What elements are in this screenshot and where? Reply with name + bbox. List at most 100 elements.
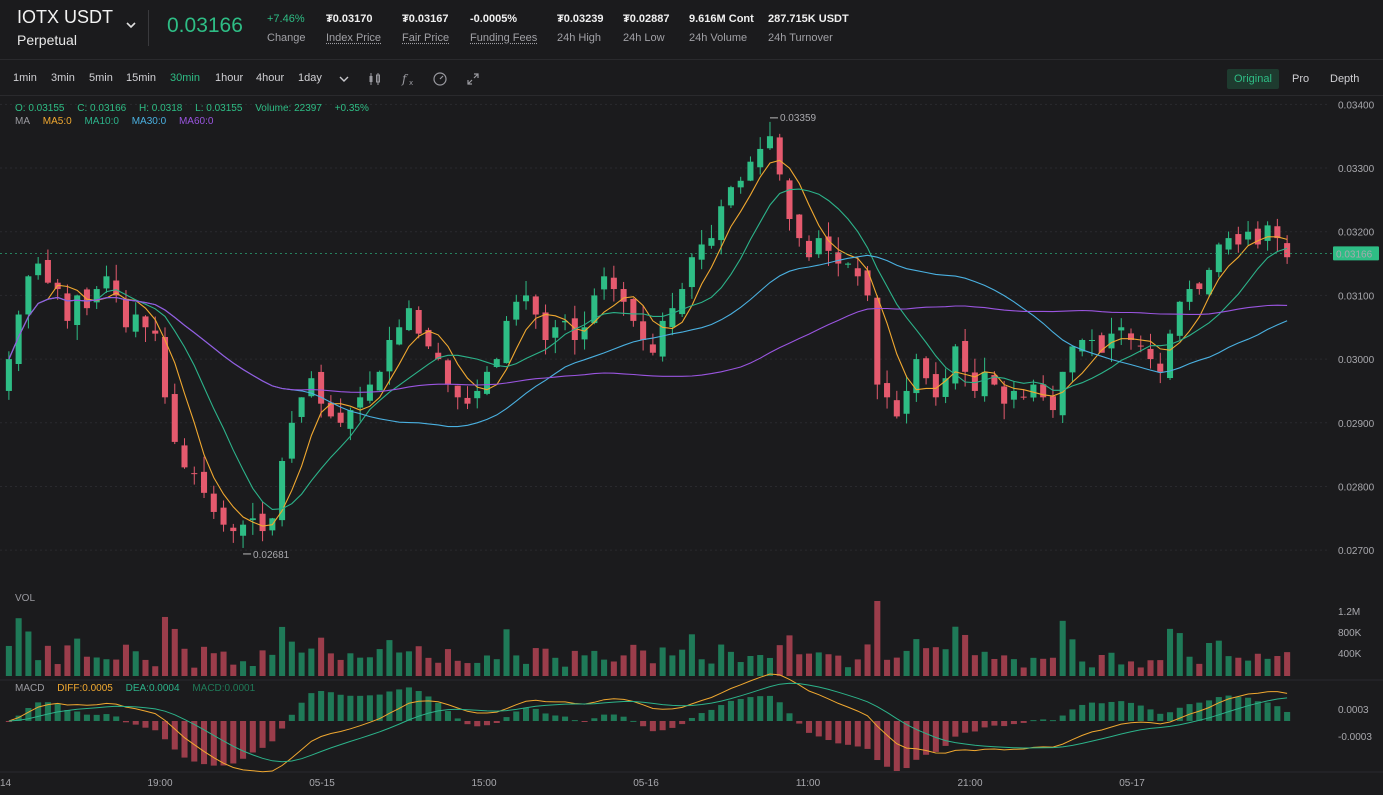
- price-tick-label: 0.03100: [1338, 291, 1375, 302]
- macd-bar: [93, 714, 100, 721]
- macd-bar: [766, 695, 773, 721]
- stat-value: 9.616M Cont: [689, 13, 754, 25]
- view-pro[interactable]: Pro: [1292, 73, 1310, 85]
- volume-bar: [483, 655, 491, 676]
- candle-body: [5, 359, 12, 391]
- macd-bar: [708, 709, 715, 721]
- candle-body: [845, 263, 852, 265]
- timeframe-3min[interactable]: 3min: [51, 72, 75, 84]
- function-icon[interactable]: f x: [400, 71, 416, 87]
- stat-fair-price[interactable]: ₮0.03167 Fair Price: [402, 13, 449, 44]
- candle-body: [1274, 226, 1281, 239]
- macd-bar: [161, 721, 169, 740]
- price-tick-label: 0.02800: [1338, 482, 1375, 493]
- timeframe-1day[interactable]: 1day: [298, 72, 322, 84]
- candle-body: [279, 461, 286, 521]
- timeframe-30min[interactable]: 30min: [170, 72, 200, 84]
- expand-icon[interactable]: [465, 71, 481, 87]
- stat-funding-fees[interactable]: -0.0005% Funding Fees: [470, 13, 537, 44]
- chevron-down-icon[interactable]: [124, 18, 138, 32]
- macd-bar: [25, 707, 32, 721]
- volume-bar: [93, 657, 100, 676]
- vol-label: VOL: [15, 593, 36, 604]
- macd-bar: [191, 721, 198, 762]
- candle-body: [737, 180, 744, 188]
- symbol-block[interactable]: IOTX USDT Perpetual: [17, 7, 113, 48]
- price-tick-label: 0.03000: [1338, 355, 1375, 366]
- volume-bar: [727, 651, 734, 676]
- macd-bar: [796, 721, 803, 724]
- view-original[interactable]: Original: [1227, 69, 1279, 89]
- volume-bar: [640, 650, 647, 676]
- volume-bar: [1001, 655, 1008, 676]
- candle-body: [1235, 234, 1242, 245]
- stat-label: Index Price: [326, 32, 382, 44]
- macd-bar: [864, 721, 871, 749]
- view-depth[interactable]: Depth: [1330, 73, 1360, 85]
- candle-body: [1040, 384, 1047, 398]
- time-tick-label: 05-17: [1119, 778, 1145, 789]
- timeframe-1hour[interactable]: 1hour: [215, 72, 244, 84]
- candle-body: [386, 340, 393, 372]
- candle-body: [523, 295, 530, 302]
- volume-bar: [1020, 667, 1027, 676]
- macd-tick-label: -0.0003: [1338, 732, 1372, 743]
- candle-body: [1147, 348, 1154, 360]
- volume-bar: [1049, 657, 1056, 676]
- volume-bar: [1196, 663, 1203, 676]
- volume-bar: [1059, 620, 1066, 676]
- volume-bar: [757, 655, 764, 676]
- macd-bar: [1186, 704, 1193, 721]
- price-chart[interactable]: 0.03400 0.03300 0.03200 0.03100 0.03000 0.029…: [0, 96, 1383, 795]
- timeframe-1min[interactable]: 1min: [13, 72, 37, 84]
- macd-bar: [396, 689, 403, 721]
- macd-bar: [64, 709, 71, 721]
- volume-bar: [825, 654, 832, 676]
- stat-24h-turnover: 287.715K USDT 24h Turnover: [768, 13, 849, 44]
- candle-body: [1020, 396, 1027, 398]
- volume-bar: [308, 648, 315, 676]
- macd-bar: [1127, 702, 1135, 721]
- volume-bar: [796, 654, 803, 676]
- candle-body: [864, 270, 871, 296]
- time-tick-label: 05-16: [633, 778, 659, 789]
- macd-bar: [357, 695, 364, 721]
- macd-bar: [640, 721, 647, 727]
- symbol-name: IOTX USDT: [17, 7, 114, 27]
- candle-body: [786, 180, 793, 219]
- volume-bar: [1206, 643, 1213, 676]
- volume-bar: [1118, 664, 1125, 676]
- candle-body: [113, 280, 120, 296]
- volume-bar: [952, 626, 959, 676]
- volume-bar: [805, 653, 813, 676]
- ma30-line: [8, 254, 1288, 428]
- volume-bar: [747, 655, 754, 676]
- stat-label: 24h Turnover: [768, 32, 833, 44]
- candlestick-icon[interactable]: [367, 71, 383, 87]
- candle-body: [727, 187, 734, 206]
- macd-bar: [630, 720, 637, 722]
- macd-bar: [659, 721, 666, 731]
- macd-label: MACD: [15, 683, 45, 694]
- gauge-icon[interactable]: [432, 71, 448, 87]
- timeframe-4hour[interactable]: 4hour: [256, 72, 285, 84]
- macd-bar: [523, 707, 530, 721]
- candle-body: [825, 236, 832, 251]
- stat-index-price[interactable]: ₮0.03170 Index Price: [326, 13, 381, 44]
- macd-bar: [152, 721, 159, 731]
- candle-body: [1049, 396, 1056, 411]
- volume-bar: [513, 655, 520, 676]
- volume-bar: [454, 660, 461, 676]
- macd-bar: [981, 721, 988, 728]
- candle-body: [444, 360, 451, 385]
- volume-bar: [1186, 656, 1193, 676]
- volume-bar: [74, 638, 81, 676]
- chevron-down-icon[interactable]: [336, 71, 352, 87]
- volume-bar: [142, 659, 149, 676]
- volume-bar: [932, 647, 939, 676]
- timeframe-5min[interactable]: 5min: [89, 72, 113, 84]
- candle-body: [766, 136, 773, 149]
- volume-bar: [103, 659, 110, 676]
- volume-bar: [298, 652, 305, 676]
- timeframe-15min[interactable]: 15min: [126, 72, 156, 84]
